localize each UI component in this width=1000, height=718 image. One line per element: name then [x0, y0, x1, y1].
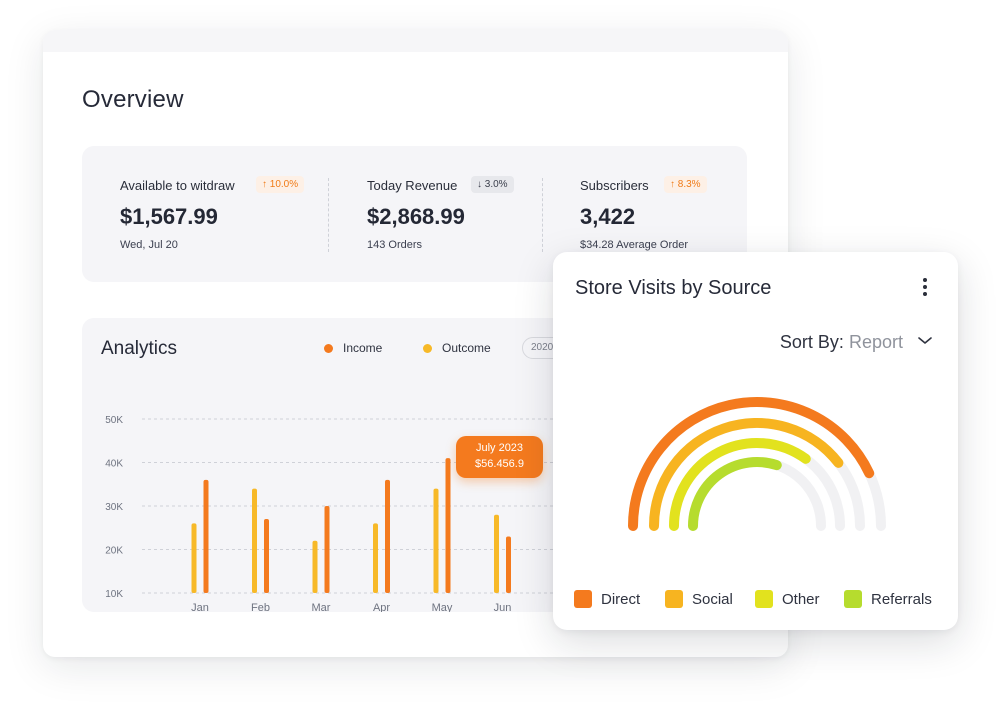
- legend-social-label: Social: [692, 591, 733, 608]
- gauge-arc-direct: [628, 397, 875, 531]
- y-tick-label: 50K: [105, 415, 123, 426]
- legend-other-label: Other: [782, 591, 820, 608]
- stat-value: $2,868.99: [367, 204, 465, 229]
- tooltip-value: $56.456.9: [475, 458, 524, 470]
- trend-badge: ↑ 8.3%: [664, 176, 707, 193]
- x-tick-label: Apr: [373, 602, 390, 612]
- bar-outcome-jan: [191, 523, 197, 593]
- page-title: Overview: [82, 86, 184, 113]
- referrals-swatch-icon: [844, 590, 862, 608]
- y-tick-label: 30K: [105, 502, 123, 513]
- legend-referrals: Referrals: [844, 590, 932, 608]
- legend-direct: Direct: [574, 590, 640, 608]
- gauge-arc-other: [669, 438, 811, 531]
- x-tick-label: May: [432, 602, 453, 612]
- gauge-arc-social: [649, 418, 844, 531]
- stat-sub: 143 Orders: [367, 239, 423, 251]
- chevron-down-icon: [918, 329, 932, 350]
- stat-sub: $34.28 Average Order: [580, 239, 689, 251]
- legend-social: Social: [665, 590, 733, 608]
- stat-divider: [542, 178, 543, 252]
- card-top-strip: [43, 30, 788, 52]
- bar-income-mar: [324, 506, 330, 593]
- sort-by-dropdown[interactable]: Sort By: Report: [780, 329, 932, 353]
- trend-badge: ↑ 10.0%: [256, 176, 305, 193]
- stat-value: 3,422: [580, 204, 636, 229]
- bar-outcome-feb: [252, 488, 257, 593]
- sort-by-value: Report: [848, 332, 903, 352]
- bar-outcome-apr: [373, 523, 378, 593]
- other-swatch-icon: [755, 590, 773, 608]
- legend-income: Income: [324, 341, 382, 355]
- legend-outcome: Outcome: [423, 341, 491, 355]
- bar-income-jan: [203, 479, 209, 593]
- outcome-dot-icon: [423, 344, 432, 353]
- direct-swatch-icon: [574, 590, 592, 608]
- legend-referrals-label: Referrals: [871, 591, 932, 608]
- y-tick-label: 40K: [105, 459, 123, 470]
- x-tick-label: Jun: [494, 602, 512, 612]
- stat-label: Today Revenue: [367, 178, 458, 193]
- bar-income-jun: [506, 536, 511, 593]
- y-tick-label: 10K: [105, 589, 123, 600]
- chart-tooltip: July 2023 $56.456.9: [456, 436, 543, 478]
- more-options-button[interactable]: [915, 276, 935, 300]
- x-tick-label: Feb: [251, 602, 270, 612]
- trend-badge: ↓ 3.0%: [471, 176, 514, 193]
- more-dots-icon: [923, 278, 927, 282]
- bar-outcome-mar: [312, 540, 318, 593]
- stat-label: Available to witdraw: [120, 178, 235, 193]
- stat-divider: [328, 178, 329, 252]
- bar-income-apr: [385, 479, 390, 593]
- store-visits-card: Store Visits by Source Sort By: Report D…: [553, 252, 958, 630]
- bar-outcome-jun: [494, 514, 499, 593]
- legend-income-label: Income: [343, 341, 383, 355]
- stat-value: $1,567.99: [120, 204, 218, 229]
- store-visits-gauge: [628, 397, 886, 531]
- legend-outcome-label: Outcome: [442, 341, 491, 355]
- gauge-arc-referrals: [688, 457, 782, 531]
- income-dot-icon: [324, 344, 333, 353]
- gauge-track: [688, 457, 826, 531]
- legend-other: Other: [755, 590, 820, 608]
- x-tick-label: Mar: [312, 602, 331, 612]
- bar-income-feb: [264, 519, 269, 593]
- store-visits-title: Store Visits by Source: [575, 277, 772, 299]
- x-tick-label: Jan: [191, 602, 209, 612]
- sort-by-label: Sort By:: [779, 332, 844, 352]
- y-tick-label: 20K: [105, 546, 123, 557]
- tooltip-label: July 2023: [475, 442, 524, 454]
- legend-direct-label: Direct: [601, 591, 641, 608]
- analytics-title: Analytics: [101, 338, 178, 359]
- bar-outcome-may: [433, 488, 439, 593]
- stat-sub: Wed, Jul 20: [120, 239, 178, 251]
- stats-panel: Available to witdraw ↑ 10.0% $1,567.99 W…: [82, 146, 747, 282]
- stat-label: Subscribers: [580, 178, 649, 193]
- social-swatch-icon: [665, 590, 683, 608]
- bar-income-may: [445, 458, 451, 593]
